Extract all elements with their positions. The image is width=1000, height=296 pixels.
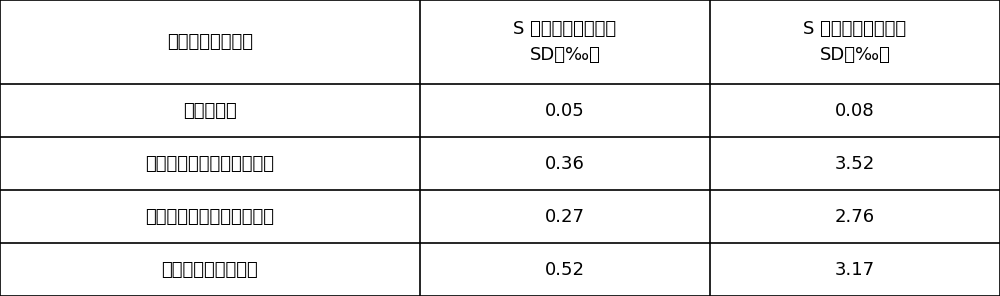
Text: 0.52: 0.52 [545,260,585,279]
Text: 0.27: 0.27 [545,207,585,226]
Text: S 同位素分析准确性
SD（‰）: S 同位素分析准确性 SD（‰） [513,20,617,64]
Text: S 同位素分析稳定性
SD（‰）: S 同位素分析稳定性 SD（‰） [803,20,907,64]
Text: 0.08: 0.08 [835,102,875,120]
Text: 0.05: 0.05 [545,102,585,120]
Text: 本发明方法: 本发明方法 [183,102,237,120]
Text: 常规二氧化硫分析法: 常规二氧化硫分析法 [162,260,258,279]
Text: 反射板和离子透镜电压过低: 反射板和离子透镜电压过低 [146,155,274,173]
Text: 2.76: 2.76 [835,207,875,226]
Text: 0.36: 0.36 [545,155,585,173]
Text: 反射板和离子透镜电压过高: 反射板和离子透镜电压过高 [146,207,274,226]
Text: 土建工程排水样品: 土建工程排水样品 [167,33,253,51]
Text: 3.52: 3.52 [835,155,875,173]
Text: 3.17: 3.17 [835,260,875,279]
